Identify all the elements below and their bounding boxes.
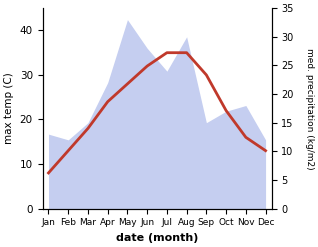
Y-axis label: med. precipitation (kg/m2): med. precipitation (kg/m2) — [305, 48, 314, 169]
Y-axis label: max temp (C): max temp (C) — [4, 72, 14, 144]
X-axis label: date (month): date (month) — [116, 233, 198, 243]
